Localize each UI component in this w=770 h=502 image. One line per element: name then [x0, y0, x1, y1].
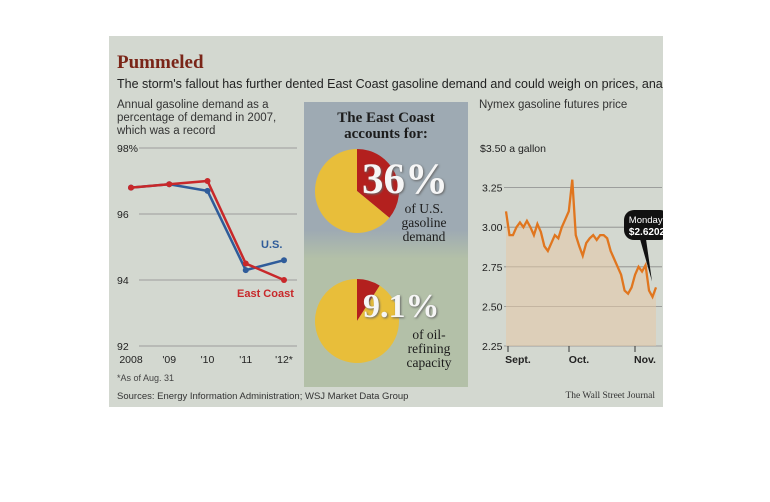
y-tick-label: 2.25	[482, 341, 503, 353]
demand-pie-chart	[315, 149, 399, 233]
x-tick-label: '10	[201, 354, 215, 366]
callout-line2: $2.6202	[629, 227, 663, 238]
pie-slice	[357, 149, 399, 218]
series-line	[130, 183, 285, 272]
right-chart-note: Nymex gasoline futures price	[479, 99, 628, 111]
subhead: The storm's fallout has further dented E…	[117, 77, 663, 91]
x-tick-label: Sept.	[505, 354, 531, 366]
demand-percent: 36%	[362, 156, 448, 203]
y-tick-label: 2.75	[482, 262, 503, 274]
price-line	[504, 179, 658, 300]
price-area	[506, 179, 656, 346]
data-point	[204, 187, 211, 194]
panel-title: The East Coast accounts for:	[304, 110, 468, 142]
series-label: East Coast	[237, 288, 294, 300]
data-point	[242, 267, 249, 274]
y-tick-label: 94	[117, 275, 129, 287]
y-tick-label: 98%	[117, 143, 138, 155]
y-tick-label: 3.00	[482, 222, 503, 234]
callout-line1: Monday:	[629, 215, 663, 226]
credit: The Wall Street Journal	[565, 391, 655, 401]
y-tick-label: 2.50	[482, 301, 503, 313]
infographic: Pummeled The storm's fallout has further…	[109, 36, 663, 407]
data-point	[204, 178, 211, 184]
y-tick-label: 92	[117, 341, 129, 353]
data-point	[281, 257, 287, 264]
data-point	[128, 184, 134, 191]
sources: Sources: Energy Information Administrati…	[117, 391, 409, 402]
x-tick-label: '09	[162, 354, 176, 366]
data-point	[166, 181, 173, 188]
demand-percent-label: of U.S. gasoline demand	[401, 201, 447, 244]
y-tick-label: 96	[117, 209, 129, 221]
y-tick-label: $3.50 a gallon	[480, 143, 546, 155]
refining-percent-label: of oil-refining capacity	[406, 327, 452, 370]
callout-pointer	[640, 239, 652, 282]
refining-pie-chart	[315, 279, 399, 363]
series-label: U.S.	[261, 239, 282, 251]
pie-slice	[315, 279, 399, 363]
callout-bubble	[624, 210, 663, 240]
x-tick-label: '11	[239, 354, 252, 366]
data-point	[281, 277, 287, 283]
pie-slice	[315, 149, 390, 233]
left-chart-note: Annual gasoline demand as a percentage o…	[117, 99, 277, 137]
data-point	[242, 260, 249, 267]
y-tick-label: 3.25	[482, 183, 503, 195]
headline: Pummeled	[117, 52, 204, 73]
x-tick-label: Nov.	[634, 354, 656, 366]
x-tick-label: 2008	[119, 354, 143, 366]
panel-title-line2: accounts for:	[344, 126, 428, 142]
panel-title-line1: The East Coast	[337, 110, 435, 126]
x-tick-label: '12*	[275, 354, 293, 366]
east-coast-panel: The East Coast accounts for: 36% of U.S.…	[304, 102, 468, 387]
footnote: *As of Aug. 31	[117, 373, 175, 383]
pie-slice	[357, 279, 380, 321]
x-tick-label: Oct.	[569, 354, 590, 366]
refining-percent: 9.1%	[363, 288, 440, 325]
